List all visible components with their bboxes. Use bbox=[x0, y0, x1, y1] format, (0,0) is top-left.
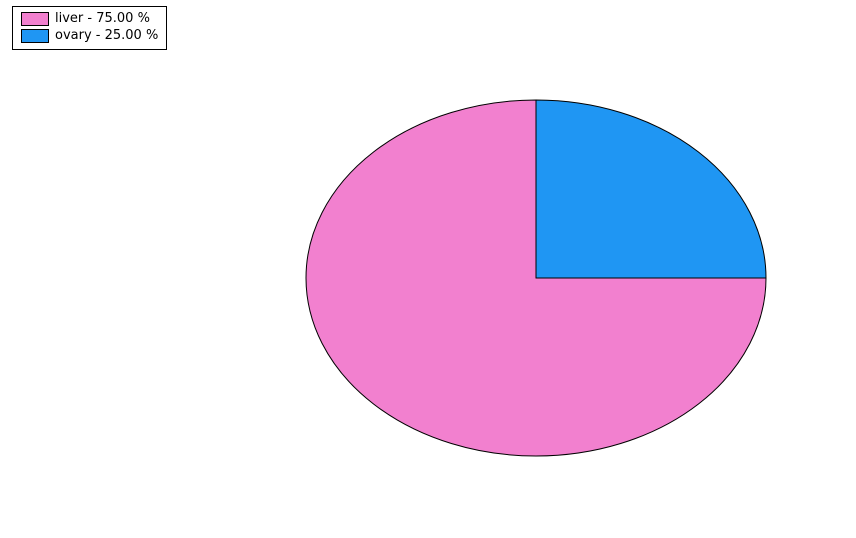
pie-slice-1 bbox=[536, 100, 766, 278]
pie-chart bbox=[0, 0, 856, 538]
